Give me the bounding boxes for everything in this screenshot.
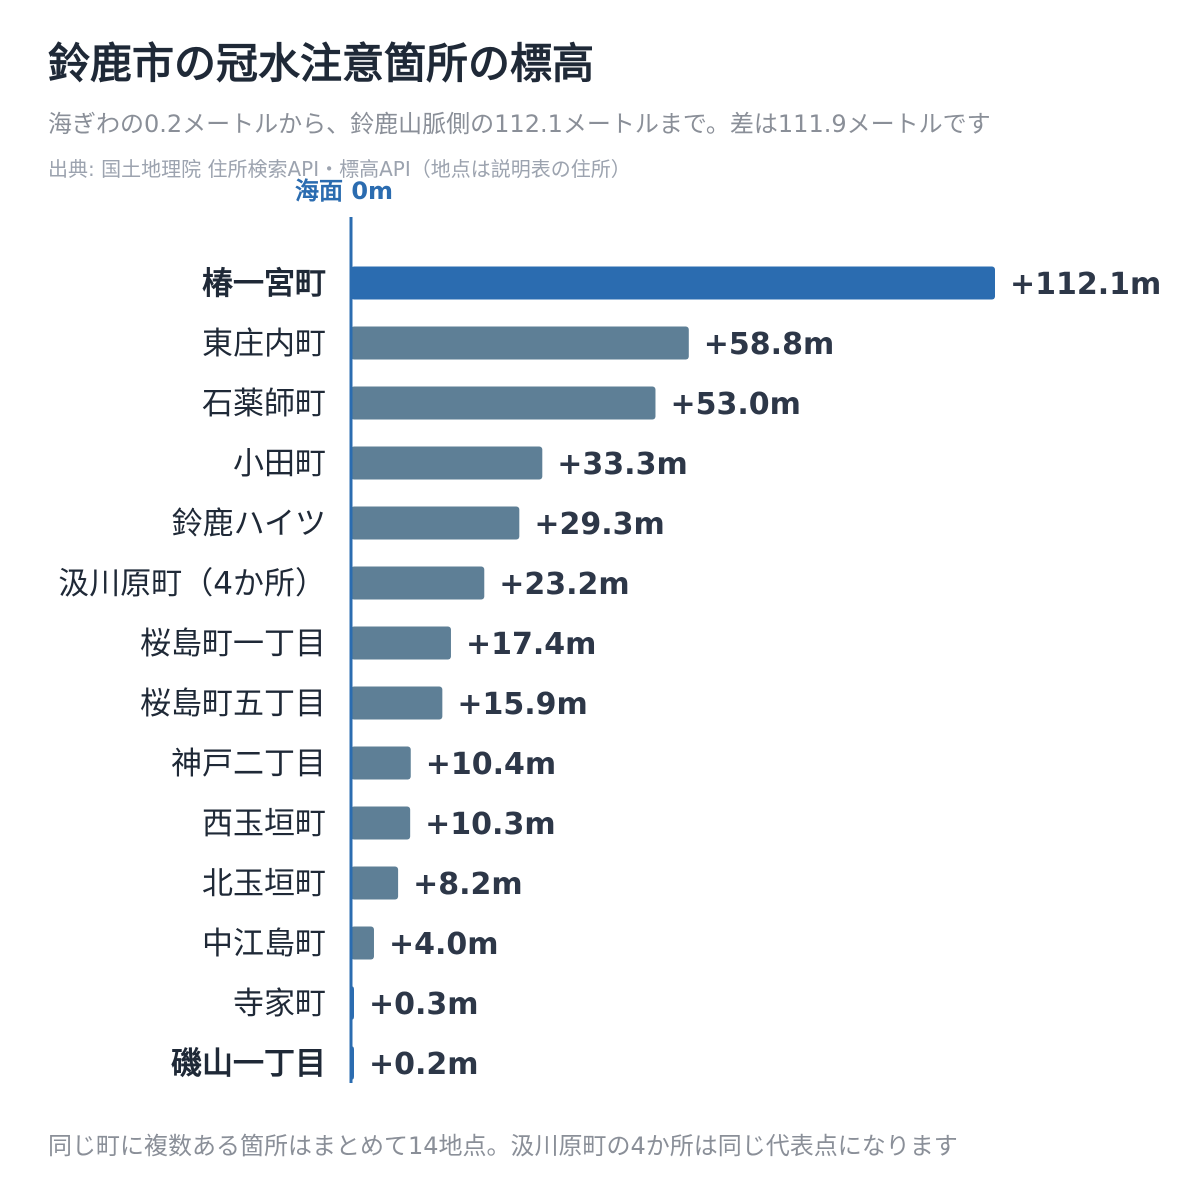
category-label-5: 鈴鹿ハイツ — [172, 506, 326, 542]
value-label-6: +23.2m — [499, 567, 629, 602]
value-label-4: +33.3m — [557, 447, 687, 482]
value-label-13: +0.3m — [369, 987, 479, 1022]
chart-footnote: 同じ町に複数ある箇所はまとめて14地点。汲川原町の4か所は同じ代表点になります — [48, 1132, 958, 1160]
value-label-1: +112.1m — [1010, 267, 1161, 302]
bar-2 — [351, 326, 689, 360]
category-label-13: 寺家町 — [233, 986, 326, 1022]
value-label-8: +15.9m — [457, 687, 587, 722]
category-label-3: 石薬師町 — [202, 386, 326, 422]
category-label-11: 北玉垣町 — [202, 866, 326, 902]
bar-3 — [351, 386, 656, 420]
value-label-12: +4.0m — [389, 927, 499, 962]
value-label-9: +10.4m — [426, 747, 556, 782]
value-label-3: +53.0m — [670, 387, 800, 422]
category-label-9: 神戸二丁目 — [171, 746, 326, 782]
bar-10 — [351, 806, 411, 840]
bar-7 — [351, 626, 451, 660]
value-label-11: +8.2m — [413, 867, 523, 902]
category-label-12: 中江島町 — [202, 926, 326, 962]
category-label-4: 小田町 — [233, 446, 326, 482]
chart-title: 鈴鹿市の冠水注意箇所の標高 — [48, 39, 595, 88]
category-label-14: 磯山一丁目 — [171, 1046, 326, 1082]
value-label-2: +58.8m — [704, 327, 834, 362]
category-label-6: 汲川原町（4か所） — [58, 566, 326, 602]
value-label-5: +29.3m — [534, 507, 664, 542]
bar-1 — [351, 266, 995, 300]
chart-source: 出典: 国土地理院 住所検索API・標高API（地点は説明表の住所） — [48, 157, 631, 181]
category-label-10: 西玉垣町 — [202, 806, 326, 842]
bar-6 — [351, 566, 485, 600]
category-label-7: 桜島町一丁目 — [140, 626, 326, 662]
bar-11 — [351, 866, 399, 900]
category-label-8: 桜島町五丁目 — [140, 686, 326, 722]
category-label-1: 椿一宮町 — [202, 266, 326, 302]
axis-zero-label: 海面 0m — [295, 177, 393, 205]
bar-9 — [351, 746, 411, 780]
value-label-7: +17.4m — [466, 627, 596, 662]
chart-subtitle: 海ぎわの0.2メートルから、鈴鹿山脈側の112.1メートルまで。差は111.9メ… — [48, 110, 991, 138]
bar-12 — [351, 926, 374, 960]
bar-5 — [351, 506, 520, 540]
bar-8 — [351, 686, 443, 720]
category-label-2: 東庄内町 — [202, 326, 326, 362]
value-label-10: +10.3m — [425, 807, 555, 842]
bar-4 — [351, 446, 543, 480]
value-label-14: +0.2m — [369, 1047, 479, 1082]
